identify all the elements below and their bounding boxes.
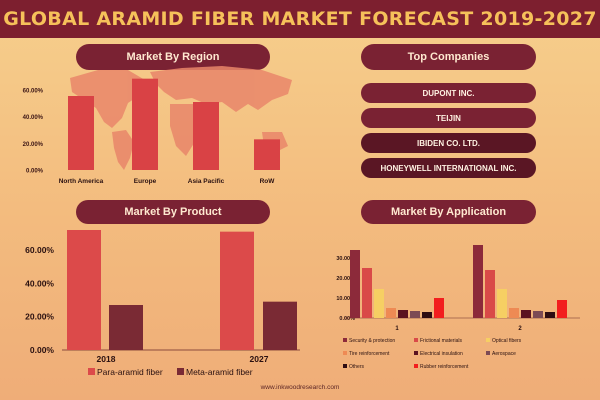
application-legend-swatch xyxy=(343,364,347,368)
application-bar xyxy=(386,308,396,318)
region-ytick: 40.00% xyxy=(23,115,44,121)
application-legend-swatch xyxy=(414,364,418,368)
region-heading-label: Market By Region xyxy=(126,51,220,63)
region-xtick: North America xyxy=(59,178,104,185)
application-ytick: 10.00% xyxy=(336,296,355,302)
company-label: HONEYWELL INTERNATIONAL INC. xyxy=(380,163,517,173)
application-legend-label: Electrical insulation xyxy=(420,351,463,357)
region-heading: Market By Region xyxy=(76,44,270,70)
application-heading: Market By Application xyxy=(361,200,536,224)
application-legend-swatch xyxy=(414,351,418,355)
application-bar xyxy=(350,250,360,318)
application-ytick: 30.00% xyxy=(336,256,355,262)
region-ytick: 60.00% xyxy=(23,89,44,95)
product-xtick: 2027 xyxy=(250,354,269,364)
application-bar xyxy=(485,270,495,318)
application-bar xyxy=(434,298,444,318)
region-xtick: Asia Pacific xyxy=(188,178,225,185)
application-ytick: 20.00% xyxy=(336,276,355,282)
product-ytick: 40.00% xyxy=(25,278,54,288)
legend-swatch-meta xyxy=(177,368,184,375)
application-bar xyxy=(533,311,543,318)
application-bar xyxy=(422,312,432,318)
application-legend-swatch xyxy=(343,351,347,355)
application-heading-label: Market By Application xyxy=(390,206,507,218)
application-legend-swatch xyxy=(486,351,490,355)
application-bar xyxy=(473,245,483,318)
product-xtick: 2018 xyxy=(97,354,116,364)
application-bar xyxy=(410,311,420,318)
application-legend-label: Rubber reinforcement xyxy=(420,364,469,370)
region-bar xyxy=(68,96,94,170)
region-ytick: 20.00% xyxy=(23,142,44,148)
company-item-2: TEIJIN xyxy=(361,108,536,128)
company-item-1: DUPONT INC. xyxy=(361,83,536,103)
world-map-icon xyxy=(70,66,292,170)
product-bar xyxy=(220,231,254,350)
product-heading: Market By Product xyxy=(76,200,270,224)
region-bar xyxy=(132,78,158,170)
product-legend: Para-aramid fiber Meta-aramid fiber xyxy=(88,367,253,377)
company-item-3: IBIDEN CO. LTD. xyxy=(361,133,536,153)
application-legend-label: Others xyxy=(349,364,365,370)
application-legend-label: Optical fibers xyxy=(492,338,522,344)
companies-heading-label: Top Companies xyxy=(407,51,490,63)
company-label: IBIDEN CO. LTD. xyxy=(417,138,480,148)
product-ytick: 20.00% xyxy=(25,312,54,322)
product-bar xyxy=(263,301,297,350)
application-xtick: 2 xyxy=(518,326,522,332)
product-bar xyxy=(67,230,101,350)
product-ytick: 60.00% xyxy=(25,245,54,255)
region-xtick: Europe xyxy=(134,178,157,185)
application-xtick: 1 xyxy=(395,326,399,332)
region-bar xyxy=(254,139,280,170)
application-bar xyxy=(557,300,567,318)
region-ytick: 0.00% xyxy=(26,169,44,175)
title-banner: GLOBAL ARAMID FIBER MARKET FORECAST 2019… xyxy=(0,0,600,38)
region-bar xyxy=(193,102,219,170)
company-label: TEIJIN xyxy=(436,113,461,123)
application-bar xyxy=(398,310,408,318)
footer-url: www.inkwoodresearch.com xyxy=(260,384,340,391)
companies-heading: Top Companies xyxy=(361,44,536,70)
region-xtick: RoW xyxy=(260,178,276,185)
company-label: DUPONT INC. xyxy=(422,88,475,98)
company-item-4: HONEYWELL INTERNATIONAL INC. xyxy=(361,158,536,178)
product-heading-label: Market By Product xyxy=(124,206,222,218)
application-bar xyxy=(521,310,531,318)
legend-label-meta: Meta-aramid fiber xyxy=(186,367,253,377)
application-bar xyxy=(362,268,372,318)
page-title: GLOBAL ARAMID FIBER MARKET FORECAST 2019… xyxy=(3,8,597,30)
application-legend-swatch xyxy=(486,338,490,342)
application-legend-label: Security & protection xyxy=(349,338,395,344)
legend-swatch-para xyxy=(88,368,95,375)
application-bar xyxy=(374,289,384,318)
product-ytick: 0.00% xyxy=(30,345,55,355)
application-bar xyxy=(545,312,555,318)
application-bar xyxy=(497,289,507,318)
application-ytick: 0.00% xyxy=(339,316,355,322)
application-legend-label: Tire reinforcement xyxy=(349,351,390,357)
legend-label-para: Para-aramid fiber xyxy=(97,367,163,377)
application-legend-label: Frictional materials xyxy=(420,338,462,344)
application-legend-label: Aerospace xyxy=(492,351,516,357)
application-legend-swatch xyxy=(343,338,347,342)
product-bar xyxy=(109,305,143,350)
application-legend-swatch xyxy=(414,338,418,342)
application-bar xyxy=(509,308,519,318)
